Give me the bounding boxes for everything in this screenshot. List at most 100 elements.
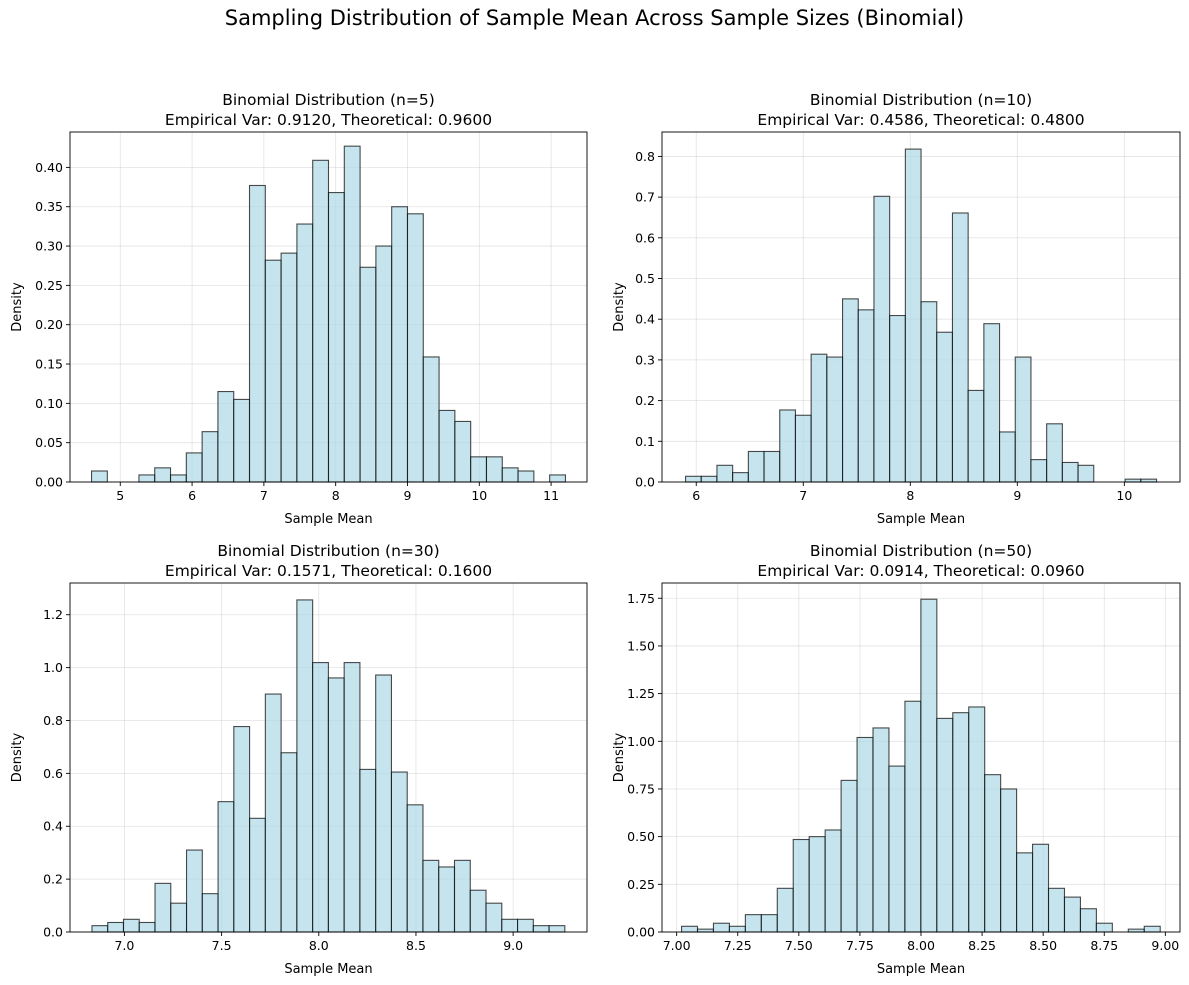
chart-3-bar-4 [744, 914, 762, 933]
chart-1-bar-6 [779, 409, 796, 483]
chart-0-ytick-label-0: 0.00 [35, 475, 63, 490]
chart-2-bar-1 [107, 921, 125, 933]
chart-3-bar-7 [792, 838, 810, 933]
chart-2-bar-13 [296, 599, 314, 933]
chart-0-bar-23 [454, 420, 472, 483]
chart-2-bar-29 [548, 925, 566, 933]
chart-1-bar-10 [842, 298, 859, 483]
chart-0-ytick-label-5: 0.25 [35, 278, 63, 293]
chart-0-bar-18 [375, 245, 393, 483]
chart-0-bar-9 [233, 398, 251, 483]
chart-1-title: Binomial Distribution (n=10) [810, 91, 1032, 109]
histogram-panel-n10: 6 7 8 9 10 0.0 0.1 0.2 0.3 0.4 0.5 0.6 0.7 0.8 Sample … [612, 91, 1181, 527]
chart-3-xtick-label-2: 7.50 [785, 938, 813, 953]
chart-1-bar-21 [1014, 356, 1032, 483]
chart-2-ytick-label-0: 0.0 [43, 925, 63, 940]
chart-1-bar-13 [889, 314, 906, 483]
chart-3-xtick-label-6: 8.50 [1029, 938, 1057, 953]
chart-0-bar-24 [470, 456, 488, 483]
chart-1-ytick-label-3: 0.3 [635, 352, 655, 367]
chart-2-bar-6 [185, 849, 203, 933]
chart-1-xlabel: Sample Mean [877, 512, 965, 527]
chart-2-bar-3 [138, 921, 156, 933]
chart-3-bar-20 [1000, 788, 1018, 933]
chart-1-bar-4 [747, 450, 765, 483]
chart-0-xlabel: Sample Mean [284, 512, 372, 527]
chart-0-bar-29 [549, 474, 567, 483]
chart-0-bar-22 [438, 409, 456, 483]
chart-2-ylabel: Density [10, 732, 25, 782]
chart-0-bar-21 [422, 356, 440, 483]
chart-2-subtitle: Empirical Var: 0.1571, Theoretical: 0.16… [165, 562, 492, 580]
chart-0-xtick-label-1: 6 [188, 488, 196, 503]
chart-0-ytick-label-6: 0.30 [35, 239, 63, 254]
chart-2-bar-15 [327, 677, 345, 933]
chart-0-xtick-label-6: 11 [543, 488, 559, 503]
chart-3-xtick-label-1: 7.25 [724, 938, 752, 953]
chart-3-subtitle: Empirical Var: 0.0914, Theoretical: 0.09… [757, 562, 1084, 580]
chart-2-bar-0 [91, 925, 109, 933]
chart-0-bar-20 [406, 213, 424, 483]
chart-1-bar-12 [873, 195, 891, 483]
chart-3-bar-10 [840, 779, 858, 933]
chart-3-bar-25 [1079, 908, 1097, 933]
chart-3-bar-16 [936, 717, 954, 933]
chart-1-bar-9 [826, 356, 844, 483]
histogram-panel-n30: 7.0 7.5 8.0 8.5 9.0 0.0 0.2 0.4 0.6 0.8 1.0 1.2 Samp… [10, 542, 588, 977]
chart-2-bar-2 [122, 918, 140, 933]
chart-1-bar-14 [904, 148, 922, 483]
chart-0-ylabel: Density [10, 282, 25, 332]
chart-3-bar-2 [712, 922, 730, 933]
chart-1-xtick-label-0: 6 [692, 488, 700, 503]
chart-1-bar-17 [951, 212, 969, 483]
chart-1-bar-20 [999, 431, 1016, 483]
chart-2-ytick-label-4: 0.8 [43, 713, 63, 728]
chart-0-bar-8 [217, 391, 235, 483]
chart-0-axes-frame [69, 131, 588, 483]
chart-3-xtick-label-5: 8.25 [968, 938, 996, 953]
chart-1-ytick-label-5: 0.5 [635, 271, 655, 286]
chart-0-bar-27 [517, 470, 535, 483]
chart-0-bar-5 [169, 474, 187, 483]
chart-3-bar-11 [856, 736, 874, 933]
chart-3-title: Binomial Distribution (n=50) [810, 542, 1032, 560]
chart-3-bar-24 [1063, 896, 1081, 933]
chart-1-bar-1 [700, 475, 718, 483]
chart-3-bar-26 [1095, 922, 1113, 933]
chart-0-bar-17 [359, 266, 377, 483]
chart-3-ytick-label-5: 1.25 [627, 686, 655, 701]
chart-0-bar-25 [485, 456, 503, 483]
chart-2-bar-25 [485, 902, 503, 933]
chart-2-bar-7 [201, 893, 219, 933]
figure-title: Sampling Distribution of Sample Mean Acr… [224, 6, 965, 30]
chart-1-bar-0 [684, 475, 702, 483]
chart-1-bar-23 [1046, 423, 1063, 483]
chart-1-bar-24 [1061, 461, 1079, 483]
chart-3-bar-15 [920, 598, 938, 933]
chart-2-bar-23 [453, 859, 471, 933]
chart-0-bar-13 [296, 223, 314, 483]
chart-2-ytick-label-5: 1.0 [43, 660, 63, 675]
chart-0-bar-11 [264, 259, 282, 483]
chart-0-xtick-label-5: 10 [471, 488, 487, 503]
chart-1-ytick-label-0: 0.0 [635, 475, 655, 490]
chart-0-bar-10 [248, 184, 266, 483]
chart-1-ytick-label-7: 0.7 [635, 190, 655, 205]
chart-2-xtick-label-1: 7.5 [212, 938, 232, 953]
chart-2-bar-27 [517, 918, 534, 933]
chart-3-bar-22 [1032, 843, 1050, 933]
chart-1-bar-15 [920, 301, 938, 483]
chart-1-ytick-label-1: 0.1 [635, 434, 655, 449]
chart-1-bar-3 [732, 472, 749, 483]
chart-2-title: Binomial Distribution (n=30) [217, 542, 439, 560]
histogram-panel-n5: 5 6 7 8 9 10 11 0.00 0.05 0.10 0.15 0.20 0.25 0.30 0.3… [10, 91, 588, 527]
chart-3-xtick-label-0: 7.00 [663, 938, 691, 953]
chart-2-ytick-label-1: 0.2 [43, 872, 63, 887]
chart-3-bar-18 [968, 706, 986, 933]
chart-2-axes-frame [69, 582, 588, 933]
chart-2-bar-10 [249, 817, 266, 933]
chart-0-xtick-label-3: 8 [332, 488, 340, 503]
chart-2-bar-18 [375, 674, 393, 933]
chart-0-bar-0 [90, 470, 108, 483]
chart-2-ytick-label-3: 0.6 [43, 766, 63, 781]
